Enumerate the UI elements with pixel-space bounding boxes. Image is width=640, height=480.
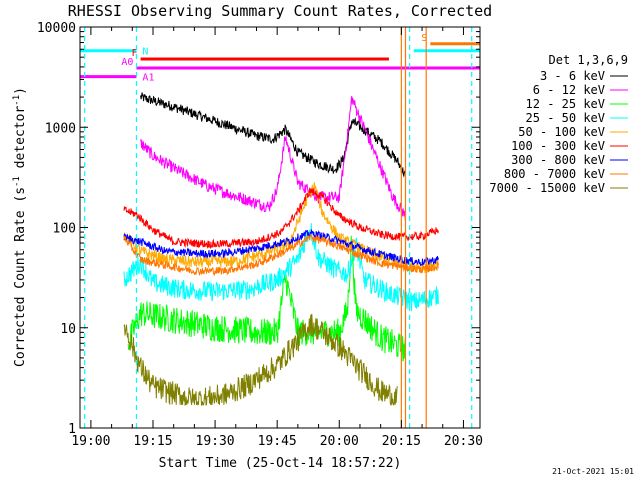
axis-ticks: 19:00 19:15 19:30 19:45 20:00 20:15 20:30 1 10 10…	[37, 21, 483, 449]
x-tick-label-19-15: 19:15	[133, 434, 172, 449]
legend-label-800-7000-kev: 800 - 7000 keV	[504, 167, 605, 181]
legend-label-7000-15000-kev: 7000 - 15000 keV	[489, 181, 605, 195]
state-label-a1: A1	[142, 73, 154, 84]
legend-label-12-25-kev: 12 - 25 keV	[526, 97, 605, 111]
marker-layer	[84, 27, 473, 428]
legend-title: Det 1,3,6,9	[549, 53, 628, 67]
y-axis-label: Corrected Count Rate (s-1 detector-1)	[12, 87, 28, 367]
y-tick-label-10000: 10000	[37, 21, 76, 36]
legend-label-50-100-kev: 50 - 100 keV	[518, 125, 605, 139]
x-tick-label-19-45: 19:45	[258, 434, 297, 449]
x-tick-label-20-30: 20:30	[444, 434, 483, 449]
series-layer	[123, 92, 439, 407]
y-tick-label-10: 10	[60, 322, 76, 337]
series-line-12-25-kev	[127, 235, 406, 362]
legend-label-100-300-kev: 100 - 300 keV	[511, 139, 605, 153]
legend-label-25-50-kev: 25 - 50 keV	[526, 111, 605, 125]
chart-title: RHESSI Observing Summary Count Rates, Co…	[68, 2, 492, 20]
series-line-7000-15000-kev	[123, 313, 398, 407]
x-tick-label-20-00: 20:00	[320, 434, 359, 449]
series-line-25-50-kev	[123, 223, 439, 312]
series-line-100-300-kev	[123, 187, 439, 249]
series-line-6-12-kev	[140, 96, 406, 221]
state-label-f: F	[132, 48, 138, 59]
x-axis-label: Start Time (25-Oct-14 18:57:22)	[159, 456, 402, 471]
series-line-3-6-kev	[140, 92, 406, 178]
state-label-a0: A0	[121, 57, 133, 68]
x-tick-label-20-15: 20:15	[382, 434, 421, 449]
series-line-800-7000-kev	[123, 233, 439, 277]
y-tick-label-100: 100	[53, 222, 76, 237]
generated-timestamp: 21-Oct-2021 15:01	[552, 467, 634, 476]
x-tick-label-19-30: 19:30	[196, 434, 235, 449]
legend-label-6-12-kev: 6 - 12 keV	[533, 83, 605, 97]
series-line-300-800-kev	[123, 229, 439, 267]
state-label-s: S	[421, 33, 427, 44]
legend-label-300-800-kev: 300 - 800 keV	[511, 153, 605, 167]
state-label-n: N	[142, 47, 148, 58]
y-tick-label-1000: 1000	[45, 121, 76, 136]
x-tick-label-19-00: 19:00	[71, 434, 110, 449]
y-tick-label-1: 1	[68, 422, 76, 437]
legend-label-3-6-kev: 3 - 6 keV	[540, 69, 605, 83]
